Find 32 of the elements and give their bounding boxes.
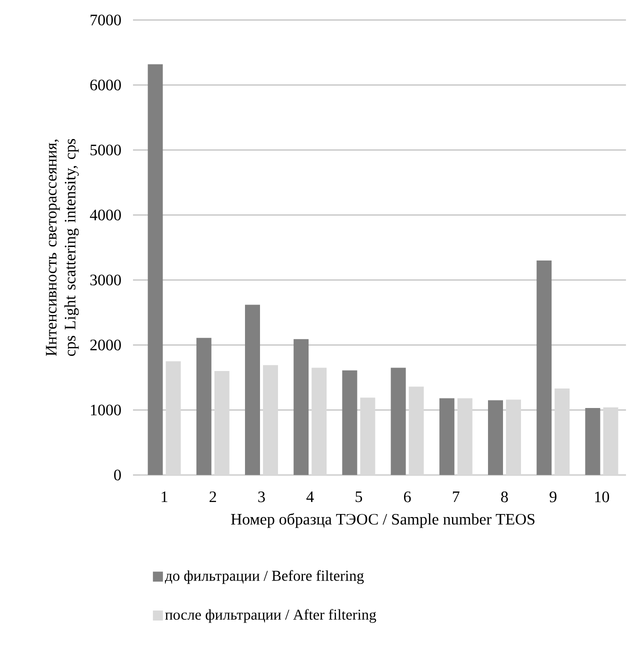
bar (440, 398, 455, 475)
x-tick-label: 9 (550, 492, 557, 502)
bar (488, 400, 504, 475)
y-axis-title: Интенсивность светорассеяния, cps Light scattering intensity, cps (46, 138, 79, 356)
bar (342, 370, 358, 475)
x-tick-label: 2 (210, 492, 216, 502)
y-tick-label: 4000 (90, 210, 122, 220)
legend-label: после фильтрации / After filtering (165, 609, 376, 623)
bar (585, 408, 600, 475)
x-tick-label: 7 (453, 492, 460, 502)
y-tick-label: 6000 (90, 80, 122, 90)
x-tick-label: 3 (258, 492, 265, 502)
y-tick-label: 7000 (90, 14, 122, 26)
x-tick-label: 8 (501, 492, 508, 502)
bar (148, 64, 163, 475)
bar (196, 338, 212, 475)
y-tick-label: 5000 (90, 144, 122, 156)
x-tick-label: 6 (404, 492, 411, 502)
x-tick-label: 4 (306, 492, 314, 502)
x-axis-title: Номер образца ТЭОС / Sample number TEOS (231, 513, 535, 528)
x-tick-label: 5 (356, 492, 362, 502)
bar (245, 304, 260, 475)
bar (390, 368, 406, 475)
y-tick-label: 0 (114, 470, 122, 480)
legend-label: до фильтрации / Before filtering (165, 570, 364, 584)
x-tick-label: 10 (595, 492, 610, 502)
bar (536, 260, 552, 475)
y-tick-label: 2000 (90, 340, 122, 350)
y-tick-label: 3000 (90, 274, 122, 286)
y-tick-label: 1000 (91, 404, 122, 416)
bar (294, 339, 309, 475)
x-tick-label: 1 (162, 492, 168, 502)
